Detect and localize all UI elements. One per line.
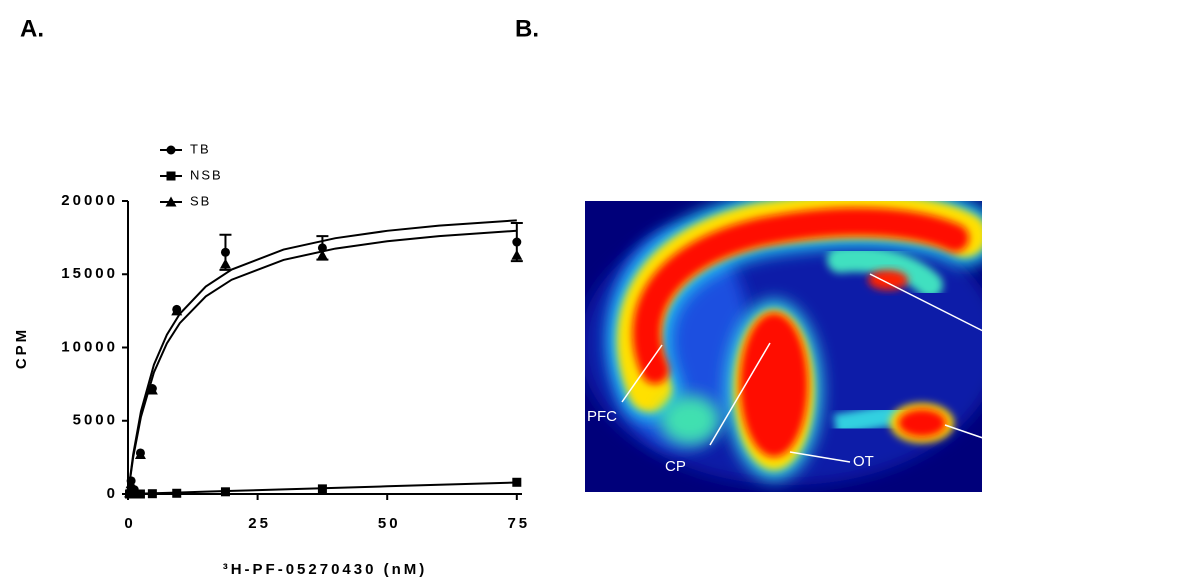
y-tick-label: 15000 [61,265,118,282]
fit-curve [128,220,517,494]
legend-marker [167,172,176,181]
x-tick-label: 75 [507,515,530,532]
x-tick-label: 50 [378,515,401,532]
marker [220,258,231,268]
panel-label: A. [20,15,44,42]
autoradiograph [580,201,1000,492]
y-axis-title: CPM [13,327,30,369]
y-tick-label: 10000 [61,338,118,355]
marker [221,248,230,257]
marker [512,238,521,247]
figure: A. B. Hippo PFC CP OT SN 0 5000 10000 15000… [0,0,1204,588]
legend-label: SB [190,193,211,208]
marker [148,489,157,498]
panel-label: B. [515,15,539,42]
y-tick-label: 20000 [61,192,118,209]
legend-label: NSB [190,167,223,182]
marker [511,250,522,260]
marker [172,489,181,498]
y-tick-label: 5000 [73,412,118,429]
marker [512,478,521,487]
x-tick-label: 25 [248,515,271,532]
fit-curve [128,231,517,494]
marker [221,487,230,496]
annotation: SN [1022,442,1043,459]
annotation: CP [665,458,686,475]
annotation: OT [853,453,874,470]
y-tick-label: 0 [107,485,118,502]
x-axis-title: ³H-PF-05270430 (nM) [223,561,428,578]
legend-label: TB [190,141,211,156]
marker [318,484,327,493]
annotation: Hippo [990,325,1029,342]
legend-marker [167,146,176,155]
annotation: PFC [587,408,617,425]
x-tick-label: 0 [124,515,135,532]
